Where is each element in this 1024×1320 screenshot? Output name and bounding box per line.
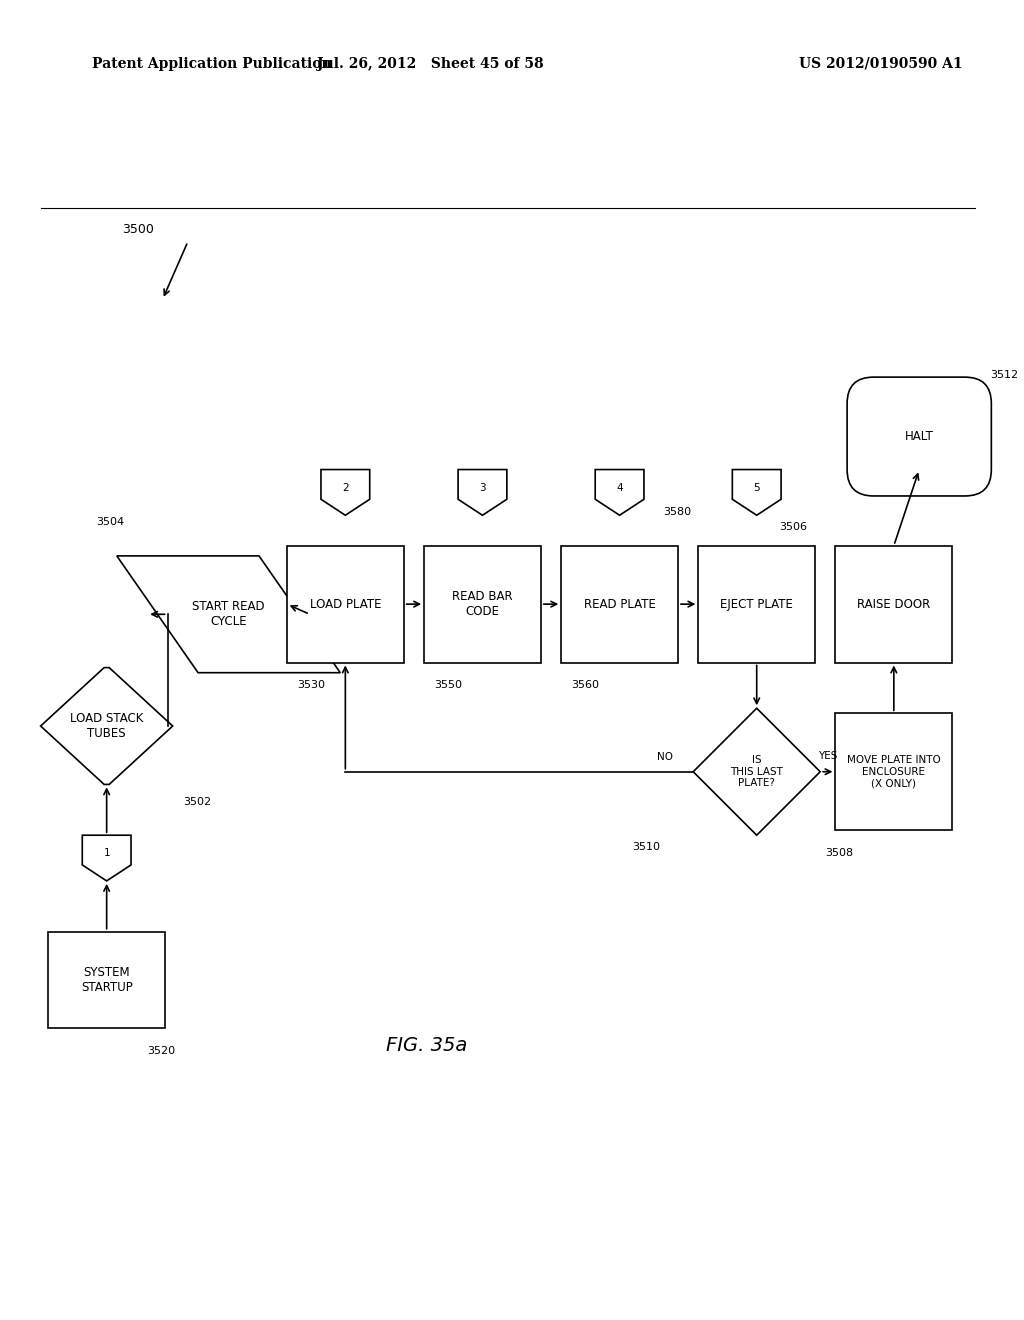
Polygon shape	[693, 709, 820, 836]
Text: 3530: 3530	[297, 680, 325, 690]
Polygon shape	[321, 470, 370, 515]
Text: YES: YES	[818, 751, 838, 762]
Text: FIG. 35a: FIG. 35a	[386, 1036, 467, 1055]
Polygon shape	[458, 470, 507, 515]
FancyBboxPatch shape	[698, 545, 815, 663]
FancyBboxPatch shape	[287, 545, 403, 663]
Text: Patent Application Publication: Patent Application Publication	[92, 57, 332, 71]
Text: NO: NO	[657, 751, 673, 762]
Text: LOAD PLATE: LOAD PLATE	[309, 598, 381, 611]
Text: US 2012/0190590 A1: US 2012/0190590 A1	[799, 57, 963, 71]
Text: 5: 5	[754, 483, 760, 492]
Text: HALT: HALT	[905, 430, 934, 444]
Polygon shape	[732, 470, 781, 515]
Text: MOVE PLATE INTO
ENCLOSURE
(X ONLY): MOVE PLATE INTO ENCLOSURE (X ONLY)	[847, 755, 941, 788]
Text: SYSTEM
STARTUP: SYSTEM STARTUP	[81, 966, 132, 994]
FancyBboxPatch shape	[836, 545, 952, 663]
FancyBboxPatch shape	[561, 545, 678, 663]
Text: 3: 3	[479, 483, 485, 492]
Text: 3510: 3510	[632, 842, 660, 853]
Text: READ PLATE: READ PLATE	[584, 598, 655, 611]
Text: EJECT PLATE: EJECT PLATE	[720, 598, 794, 611]
Text: 3504: 3504	[96, 517, 125, 528]
Text: 3580: 3580	[663, 507, 691, 517]
Text: 3502: 3502	[183, 797, 211, 807]
Text: 3520: 3520	[147, 1045, 175, 1056]
Text: 3512: 3512	[990, 370, 1019, 380]
Text: 3500: 3500	[122, 223, 154, 236]
Text: READ BAR
CODE: READ BAR CODE	[453, 590, 513, 618]
Text: 3508: 3508	[825, 847, 853, 858]
Polygon shape	[595, 470, 644, 515]
Text: 4: 4	[616, 483, 623, 492]
Polygon shape	[117, 556, 340, 673]
Text: Jul. 26, 2012   Sheet 45 of 58: Jul. 26, 2012 Sheet 45 of 58	[316, 57, 544, 71]
Polygon shape	[82, 836, 131, 880]
FancyBboxPatch shape	[48, 932, 165, 1028]
Text: 2: 2	[342, 483, 348, 492]
Text: 1: 1	[103, 849, 110, 858]
FancyBboxPatch shape	[847, 378, 991, 496]
Text: LOAD STACK
TUBES: LOAD STACK TUBES	[70, 711, 143, 741]
FancyBboxPatch shape	[424, 545, 541, 663]
FancyBboxPatch shape	[836, 713, 952, 830]
Text: 3560: 3560	[571, 680, 599, 690]
Polygon shape	[41, 668, 173, 784]
Text: RAISE DOOR: RAISE DOOR	[857, 598, 931, 611]
Text: IS
THIS LAST
PLATE?: IS THIS LAST PLATE?	[730, 755, 783, 788]
Text: START READ
CYCLE: START READ CYCLE	[193, 601, 265, 628]
Text: 3550: 3550	[434, 680, 462, 690]
Text: 3506: 3506	[779, 523, 808, 532]
